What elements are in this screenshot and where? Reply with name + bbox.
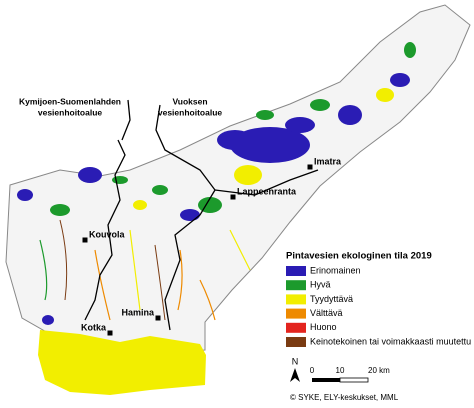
- region-label: Vuoksen: [172, 96, 207, 106]
- rivers: [39, 219, 251, 321]
- region-label: vesienhoitoalue: [38, 107, 103, 117]
- legend-swatch: [286, 337, 306, 347]
- city-marker: [82, 237, 88, 243]
- city-marker: [307, 164, 313, 170]
- sea-area: [38, 330, 206, 395]
- city-label: Kouvola: [89, 229, 125, 239]
- region-label: vesienhoitoalue: [158, 107, 223, 117]
- city-label: Hamina: [121, 307, 155, 317]
- legend-swatch: [286, 308, 306, 319]
- city-marker: [230, 194, 236, 200]
- region-label: Kymijoen-Suomenlahden: [19, 96, 121, 106]
- city-marker: [107, 330, 113, 336]
- legend-swatch: [286, 322, 306, 333]
- lakes-moderate: [133, 88, 394, 210]
- legend-label: Välttävä: [310, 308, 343, 318]
- legend-box: [282, 246, 457, 348]
- north-label: N: [292, 356, 299, 366]
- lakes-good: [50, 42, 416, 216]
- legend-label: Keinotekoinen tai voimakkaasti muutettu: [310, 336, 471, 346]
- city-label: Lappeenranta: [237, 186, 297, 196]
- legend-swatch: [286, 280, 306, 291]
- scale-label: 20 km: [368, 366, 390, 375]
- city-marker: [155, 315, 161, 321]
- city-label: Imatra: [314, 156, 342, 166]
- boundaries: [84, 99, 319, 331]
- legend-label: Huono: [310, 322, 337, 332]
- scale-label: 0: [310, 366, 315, 375]
- scale-bar: [312, 377, 369, 383]
- legend-swatch: [286, 266, 306, 276]
- lakes-excellent: [17, 73, 410, 325]
- legend-title: Pintavesien ekologinen tila 2019: [286, 251, 432, 262]
- scale-label: 10: [336, 366, 345, 375]
- legend-swatch: [286, 294, 306, 305]
- city-label: Kotka: [81, 322, 107, 332]
- legend-label: Hyvä: [310, 280, 331, 290]
- credit: © SYKE, ELY-keskukset, MML: [290, 393, 399, 402]
- legend-label: Tyydyttävä: [310, 294, 353, 304]
- north-arrow: N: [290, 356, 300, 382]
- legend-label: Erinomainen: [310, 265, 361, 275]
